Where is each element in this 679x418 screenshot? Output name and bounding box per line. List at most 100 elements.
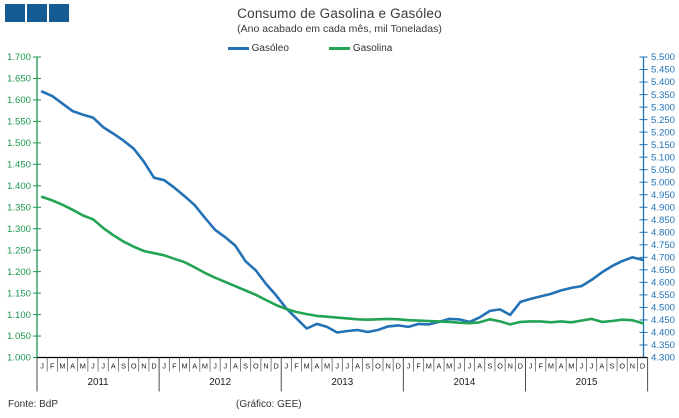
month-label: O [131,362,137,371]
year-label: 2014 [454,377,476,388]
month-label: J [458,362,462,371]
y-axis-right-label: 4.850 [651,215,675,226]
y-axis-left-label: 1.000 [7,353,31,364]
y-axis-right-label: 5.100 [651,152,675,163]
y-axis-left-label: 1.150 [7,288,31,299]
month-label: M [548,362,554,371]
month-label: A [314,362,319,371]
month-label: J [285,362,289,371]
y-axis-right-label: 5.250 [651,115,675,126]
month-label: J [213,362,217,371]
month-label: S [610,362,615,371]
y-axis-right-label: 5.450 [651,65,675,76]
month-label: N [630,362,635,371]
month-label: A [599,362,604,371]
gasolina-line-swatch-icon [328,47,350,50]
month-label: J [590,362,594,371]
month-label: O [619,362,625,371]
month-label: S [243,362,248,371]
month-label: F [416,362,421,371]
month-label: M [568,362,574,371]
month-label: A [355,362,360,371]
month-label: A [233,362,238,371]
month-label: O [375,362,381,371]
month-label: M [324,362,330,371]
month-label: N [385,362,390,371]
y-axis-right-label: 5.050 [651,165,675,176]
y-axis-right-label: 4.450 [651,315,675,326]
y-axis-left-label: 1.250 [7,245,31,256]
y-axis-left-label: 1.100 [7,310,31,321]
month-label: J [91,362,95,371]
y-axis-right-label: 5.200 [651,127,675,138]
y-axis-right-label: 4.350 [651,340,675,351]
month-label: J [162,362,166,371]
y-axis-right-label: 4.400 [651,328,675,339]
month-label: D [518,362,523,371]
y-axis-left-label: 1.700 [7,52,31,63]
month-label: J [346,362,350,371]
month-label: M [426,362,432,371]
month-label: J [335,362,339,371]
month-label: D [274,362,279,371]
month-label: N [263,362,268,371]
y-axis-right-label: 4.700 [651,253,675,264]
y-axis-left-label: 1.400 [7,181,31,192]
month-label: A [559,362,564,371]
logo-square-icon [49,4,69,22]
y-axis-right-label: 4.800 [651,227,675,238]
y-axis-right-label: 4.500 [651,303,675,314]
y-axis-right-label: 5.500 [651,52,675,63]
year-label: 2013 [331,377,353,388]
y-axis-right-label: 4.300 [651,353,675,364]
month-label: A [477,362,482,371]
year-label: 2011 [88,377,109,388]
gasoleo-line [40,90,644,334]
month-label: M [182,362,188,371]
y-axis-left-label: 1.350 [7,202,31,213]
chart-legend: Gasóleo Gasolina [0,43,620,54]
month-label: A [192,362,197,371]
legend-label-gasoleo: Gasóleo [251,43,289,54]
month-label: J [101,362,105,371]
y-axis-left-label: 1.200 [7,267,31,278]
month-label: A [437,362,442,371]
gasolina-line [40,195,644,326]
source-note: Fonte: BdP [8,399,59,410]
y-axis-right-label: 4.650 [651,265,675,276]
y-axis-right-label: 4.550 [651,290,675,301]
year-label: 2015 [576,377,598,388]
month-label: M [446,362,452,371]
month-label: O [497,362,503,371]
y-axis-left-label: 1.600 [7,95,31,106]
month-label: S [487,362,492,371]
chart-title: Consumo de Gasolina e Gasóleo [237,6,442,21]
y-axis-right-label: 5.400 [651,77,675,88]
legend-item-gasolina: Gasolina [328,43,393,54]
y-axis-right-label: 5.000 [651,177,675,188]
y-axis-right-label: 5.350 [651,90,675,101]
y-axis-right-label: 4.750 [651,240,675,251]
y-axis-left-label: 1.500 [7,138,31,149]
month-label: N [508,362,513,371]
y-axis-right-label: 4.900 [651,202,675,213]
month-label: A [111,362,116,371]
y-axis-right-label: 4.600 [651,278,675,289]
month-label: J [529,362,533,371]
month-label: J [223,362,227,371]
year-label: 2012 [209,377,231,388]
y-axis-left-label: 1.050 [7,331,31,342]
month-label: N [141,362,146,371]
legend-label-gasolina: Gasolina [352,43,393,54]
month-label: D [640,362,645,371]
month-label: A [70,362,75,371]
y-axis-left-label: 1.650 [7,74,31,85]
month-label: O [253,362,259,371]
y-axis-left-label: 1.300 [7,224,31,235]
y-axis-right-label: 5.300 [651,102,675,113]
month-label: F [539,362,544,371]
month-label: M [304,362,310,371]
y-axis-left-label: 1.550 [7,117,31,128]
logo-square-icon [5,4,25,22]
